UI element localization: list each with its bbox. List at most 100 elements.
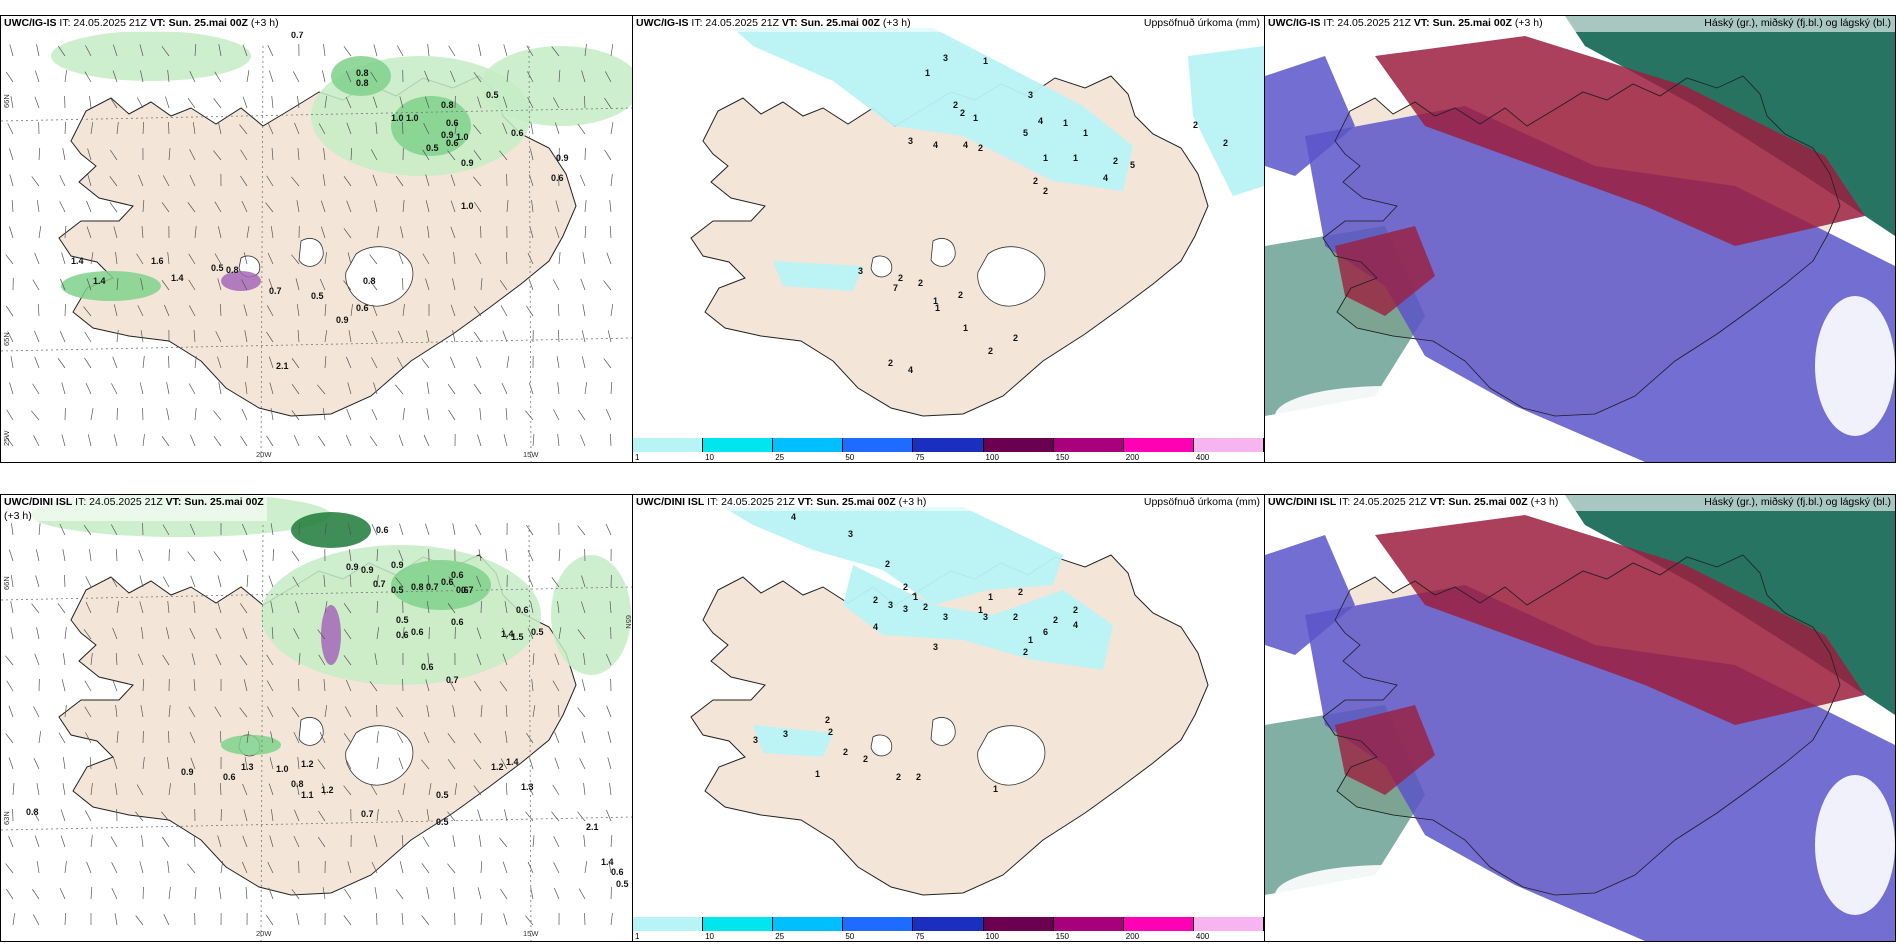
wind-barb [7, 331, 14, 343]
accum-area [753, 725, 833, 757]
wind-barb [115, 653, 118, 666]
wind-barb [9, 148, 14, 161]
precip-value-label: 2 [885, 559, 890, 569]
precip-value-label: 0.6 [451, 617, 464, 627]
wind-barb [219, 782, 222, 796]
glacier [298, 717, 324, 746]
axis-label: 65N [624, 615, 632, 629]
wind-barb [584, 200, 587, 213]
wind-barb [556, 356, 560, 369]
wind-barb [240, 175, 248, 187]
precip-value-label: 1.4 [501, 629, 514, 639]
wind-barb [347, 523, 352, 536]
wind-barb [554, 226, 560, 239]
wind-barb [581, 731, 586, 744]
wind-barb [344, 888, 352, 900]
precip-value-label: 0.5 [426, 143, 439, 153]
panel-cloud-dini: UWC/DINI ISL IT: 24.05.2025 21Z VT: Sun.… [1264, 494, 1896, 942]
wind-barb [64, 303, 66, 317]
wind-barb [527, 861, 534, 874]
wind-barb [214, 253, 222, 265]
wind-barb [473, 785, 482, 796]
wind-barb [427, 44, 430, 57]
wind-barb [371, 408, 378, 421]
wind-barb [218, 44, 222, 57]
wind-barb [86, 226, 92, 239]
wind-barb [323, 575, 326, 588]
precip-value-label: 1.6 [151, 256, 164, 266]
wind-barb [474, 331, 482, 343]
precip-area [481, 46, 632, 126]
wind-barb [162, 576, 170, 588]
map-cloud-cover [1265, 16, 1895, 462]
wind-barb [320, 200, 326, 213]
glacier [977, 725, 1046, 786]
precip-value-label: 1.2 [321, 785, 334, 795]
wind-barb [59, 175, 66, 187]
accum-area [733, 28, 1133, 191]
wind-barb [217, 356, 222, 369]
wind-barb [138, 549, 144, 562]
wind-barb [142, 757, 145, 770]
wind-barb [84, 706, 92, 718]
precip-value-label: 2 [978, 143, 983, 153]
colorbar-tick-label: 400 [1195, 453, 1210, 462]
precip-value-label: 4 [1073, 620, 1078, 630]
wind-barb [116, 731, 119, 744]
wind-barb [318, 810, 326, 822]
wind-barb [422, 253, 430, 265]
wind-barb [402, 304, 405, 317]
wind-barb [297, 757, 300, 770]
wind-barb [450, 304, 456, 317]
wind-barb [189, 628, 196, 640]
wind-barb [111, 862, 118, 874]
precip-value-label: 0.5 [396, 615, 409, 625]
wind-barb [246, 575, 249, 588]
wind-barb [193, 601, 196, 614]
wind-barb [113, 434, 118, 447]
wind-barb [57, 358, 66, 369]
wind-barb [551, 577, 560, 588]
precip-value-label: 3 [908, 136, 913, 146]
colorbar-tick-label: 75 [915, 453, 925, 462]
wind-barb [343, 785, 352, 796]
wind-barb [8, 549, 14, 562]
wind-barb [84, 331, 92, 343]
wind-barb [243, 252, 248, 265]
wind-barb [192, 122, 196, 135]
wind-barb [558, 627, 562, 640]
wind-barb [111, 888, 118, 900]
wind-barb [189, 523, 196, 536]
wind-barb [426, 330, 430, 343]
wind-barb [528, 278, 534, 291]
precip-value-label: 4 [908, 365, 913, 375]
wind-barb [395, 706, 404, 718]
precip-area [291, 512, 371, 548]
panel-header: UWC/IG-IS IT: 24.05.2025 21Z VT: Sun. 25… [633, 16, 1264, 32]
panel-header: UWC/DINI ISL IT: 24.05.2025 21Z VT: Sun.… [1265, 495, 1895, 511]
wind-barb [369, 435, 378, 447]
colorbar-tick-label: 75 [915, 932, 925, 941]
wind-barb [38, 731, 42, 744]
wind-barb [245, 887, 248, 900]
wind-barb [376, 731, 379, 744]
mid-cloud [1265, 535, 1355, 655]
high-cloud [1375, 515, 1865, 725]
wind-barb [12, 783, 15, 796]
wind-barb [112, 70, 118, 83]
wind-barb [532, 835, 535, 848]
precip-value-label: 2 [1018, 587, 1023, 597]
precip-value-label: 1 [1063, 118, 1068, 128]
wind-barb [296, 200, 300, 213]
wind-barb [265, 202, 274, 213]
wind-barb [480, 600, 482, 614]
wind-barb [605, 523, 612, 536]
wind-barb [606, 705, 612, 718]
wind-barb [142, 121, 144, 135]
wind-barb [447, 603, 456, 614]
colorbar-swatch [703, 917, 774, 931]
wind-barb [581, 70, 586, 83]
wind-barb [345, 758, 352, 770]
wind-barb [425, 278, 430, 291]
